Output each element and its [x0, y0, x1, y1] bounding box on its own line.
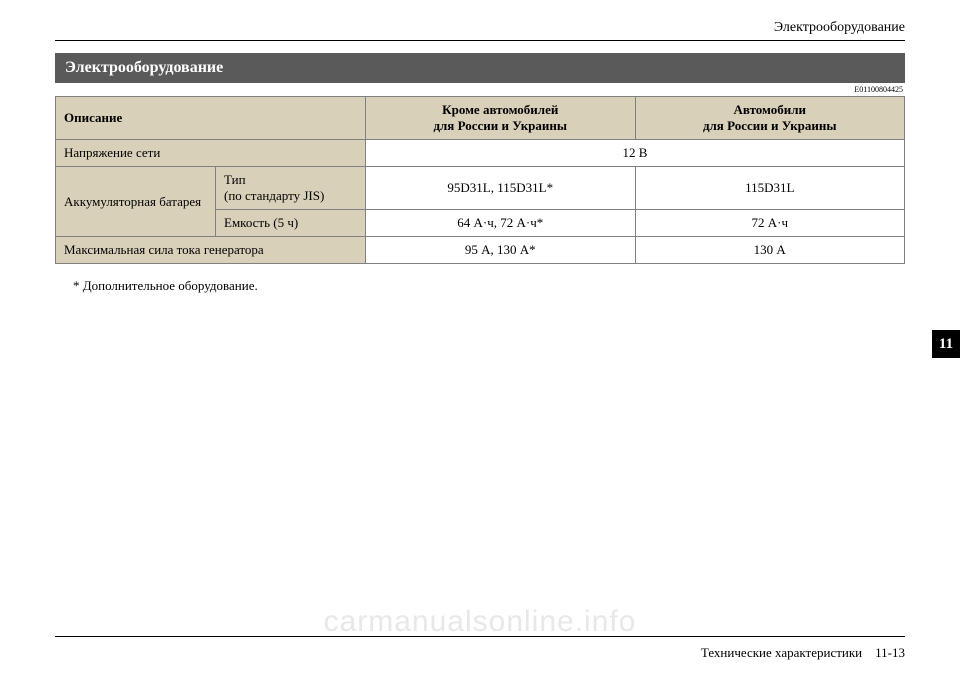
label-line: (по стандарту JIS) [224, 188, 324, 203]
table-row: Напряжение сети 12 В [56, 140, 905, 167]
col-header-line: Автомобили [733, 102, 806, 117]
footer-divider [55, 636, 905, 637]
table-row: Максимальная сила тока генератора 95 А, … [56, 237, 905, 264]
col-header-line: для России и Украины [433, 118, 567, 133]
row-value-battery-cap-1: 64 А·ч, 72 А·ч* [366, 210, 636, 237]
page-footer: Технические характеристики 11-13 [701, 645, 905, 661]
row-label-voltage: Напряжение сети [56, 140, 366, 167]
table-header-row: Описание Кроме автомобилей для России и … [56, 97, 905, 140]
row-value-battery-cap-2: 72 А·ч [635, 210, 905, 237]
document-code: E01100804425 [55, 85, 905, 94]
col-header-line: Кроме автомобилей [442, 102, 558, 117]
row-label-battery-capacity: Емкость (5 ч) [216, 210, 366, 237]
footer-page-number: 11-13 [875, 645, 905, 660]
row-label-battery: Аккумуляторная батарея [56, 167, 216, 237]
col-header-line: для России и Украины [703, 118, 837, 133]
watermark-text: carmanualsonline.info [324, 605, 637, 639]
row-value-generator-2: 130 А [635, 237, 905, 264]
footnote-text: * Дополнительное оборудование. [73, 278, 905, 294]
row-value-generator-1: 95 А, 130 А* [366, 237, 636, 264]
row-value-battery-type-1: 95D31L, 115D31L* [366, 167, 636, 210]
row-label-generator: Максимальная сила тока генератора [56, 237, 366, 264]
table-row: Аккумуляторная батарея Тип (по стандарту… [56, 167, 905, 210]
col-header-except-russia: Кроме автомобилей для России и Украины [366, 97, 636, 140]
chapter-side-tab: 11 [932, 330, 960, 358]
col-header-description: Описание [56, 97, 366, 140]
row-value-voltage: 12 В [366, 140, 905, 167]
row-label-battery-type: Тип (по стандарту JIS) [216, 167, 366, 210]
page-header-right: Электрооборудование [55, 20, 905, 41]
label-line: Тип [224, 172, 246, 187]
col-header-russia: Автомобили для России и Украины [635, 97, 905, 140]
specifications-table: Описание Кроме автомобилей для России и … [55, 96, 905, 264]
section-title-bar: Электрооборудование [55, 53, 905, 83]
row-value-battery-type-2: 115D31L [635, 167, 905, 210]
footer-section: Технические характеристики [701, 645, 862, 660]
